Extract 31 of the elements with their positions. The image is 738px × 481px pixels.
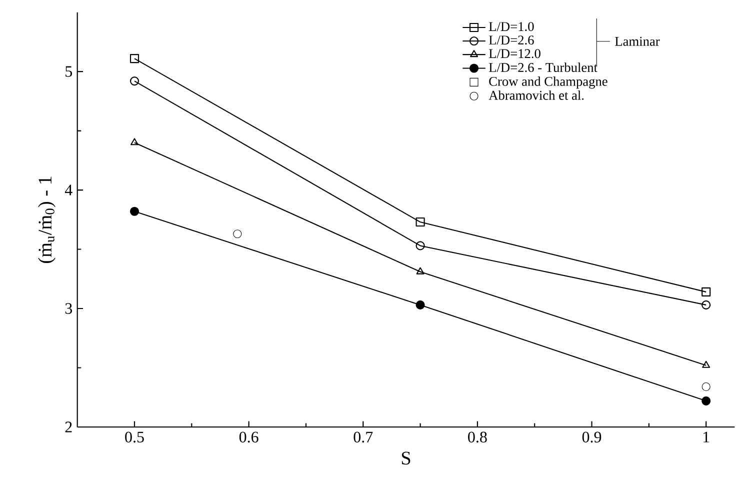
point: [416, 300, 425, 310]
legend-label: L/D=12.0: [488, 49, 540, 58]
x-tick-label: 0.8: [468, 432, 487, 443]
point: [702, 287, 711, 296]
point: [416, 217, 425, 227]
y-tick-label: 4: [64, 184, 72, 196]
legend-label: Crow and Champagne: [489, 76, 608, 89]
point: [702, 300, 711, 310]
point: [702, 396, 711, 406]
y-tick-label: 5: [66, 66, 72, 77]
x-tick-label: 1: [703, 432, 710, 442]
legend-label: L/D=2.6 - Turbulent: [488, 62, 598, 72]
legend-label: L/D=2.6: [488, 36, 534, 45]
legend-label: Abramovich et al.: [488, 90, 584, 100]
x-tick-label: 0.7: [354, 432, 373, 443]
point: [130, 138, 138, 146]
y-axis-title: (ṁ$_{u}$/ṁ$_{0}$) - 1: [38, 176, 56, 263]
point: [416, 267, 424, 274]
x-tick-label: 0.9: [582, 432, 602, 443]
x-tick-label: 0.6: [239, 432, 258, 443]
point: [130, 206, 140, 216]
point: [130, 76, 140, 86]
point: [702, 360, 710, 368]
y-tick-label: 2: [65, 422, 72, 432]
x-tick-label: 0.5: [125, 432, 144, 443]
legend-label: L/D=1.0: [488, 22, 534, 32]
point: [416, 241, 425, 250]
annotation: Laminar: [615, 36, 660, 46]
x-axis-title: S: [402, 452, 410, 465]
point: [130, 54, 140, 64]
y-tick-label: 3: [65, 303, 72, 314]
